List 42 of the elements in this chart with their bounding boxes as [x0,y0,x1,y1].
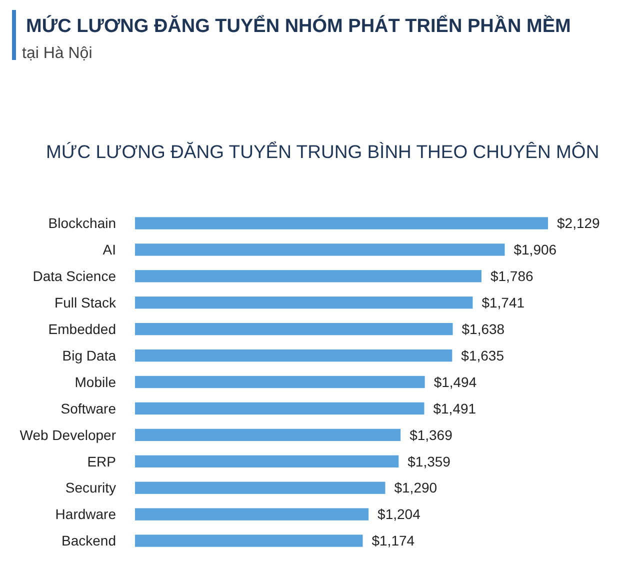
bar [135,428,401,442]
y-tick-label: Hardware [55,506,116,522]
y-tick-label: Full Stack [54,294,117,311]
y-tick-label: Backend [62,532,116,549]
y-tick-label: Mobile [74,374,116,390]
bar [135,508,369,520]
data-label: $1,204 [378,506,421,522]
data-label: $1,174 [372,532,415,549]
bar [135,402,424,415]
data-label: $2,129 [557,215,600,232]
bar [135,534,363,547]
data-label: $1,906 [514,242,557,258]
y-tick-label: Software [60,400,116,416]
bar [135,270,482,282]
chart-subtitle: tại Hà Nội [22,45,92,62]
data-label: $1,290 [394,480,438,496]
bar [135,349,452,362]
y-tick-label: Blockchain [48,215,116,232]
data-label: $1,741 [482,294,525,311]
bar [135,296,473,309]
data-label: $1,359 [408,453,451,470]
y-tick-label: AI [102,242,116,258]
bar [135,244,505,256]
data-label: $1,494 [434,374,477,390]
y-tick-label: ERP [87,453,116,470]
data-label: $1,369 [410,426,453,443]
y-tick-label: Embedded [48,320,116,337]
chart-title: MỨC LƯƠNG ĐĂNG TUYỂN NHÓM PHÁT TRIỂN PHẦN MỀM [26,14,571,37]
text: MỨC LƯƠNG ĐĂNG TUYỂN TRUNG BÌNH THEO CHUYÊN MÔN [46,141,600,162]
bar [135,482,386,494]
bar [135,322,453,336]
data-label: $1,786 [490,268,534,284]
y-tick-label: Big Data [62,347,116,364]
bar [135,376,425,388]
bar [135,455,399,468]
data-label: $1,635 [461,347,504,364]
bar [135,217,548,230]
data-label: $1,491 [433,400,476,416]
y-tick-label: Web Developer [20,426,116,443]
data-label: $1,638 [462,320,505,337]
y-tick-label: Security [65,480,116,496]
y-tick-label: Data Science [32,268,116,284]
